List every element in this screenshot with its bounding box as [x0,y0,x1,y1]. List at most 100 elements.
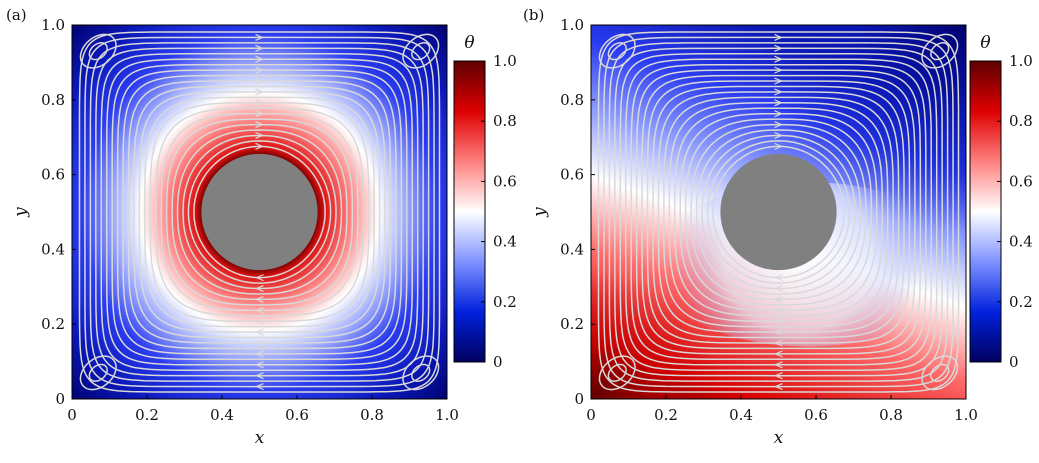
y-tick-label: 0.6 [560,166,584,184]
streamline-arrow [774,142,784,150]
streamline [663,96,894,328]
streamline [138,91,381,333]
streamline [100,53,419,371]
corner-eddy [598,33,636,69]
streamline [78,31,441,393]
streamline-arrow [774,110,784,118]
streamline-arrow [254,339,264,347]
streamline [712,145,845,279]
colorbar-tick-label: 0.2 [493,293,517,311]
streamline [706,140,851,284]
streamline [614,47,943,377]
streamline-arrow [255,55,265,63]
streamline [657,91,900,333]
streamline [652,85,905,339]
streamline-arrow [255,66,265,74]
corner-eddy [79,33,117,69]
corner-eddy [607,363,627,382]
streamline [646,80,911,344]
x-tick-label: 1.0 [954,406,978,424]
x-axis-label: x [774,428,784,448]
streamline [674,107,884,317]
x-tick-label: 0.8 [360,406,384,424]
corner-eddy [921,355,959,391]
streamline-arrow [254,284,264,293]
corner-eddy [88,42,108,61]
streamline-arrow [255,142,265,150]
streamline-arrow [773,295,783,303]
y-tick-label: 0.2 [560,315,584,333]
y-tick-label: 0 [574,390,584,408]
y-axis-label: y [530,207,550,218]
corner-eddy [88,363,108,382]
colorbar-tick-label: 0 [1009,353,1019,371]
plot-frame [71,24,448,400]
streamline [116,69,403,355]
streamline-arrow [255,99,265,107]
x-tick-label: 0.8 [879,406,903,424]
corner-eddy [598,355,636,391]
streamline-arrow [254,328,264,336]
colorbar-tick-label: 0.4 [1009,233,1033,251]
streamline [603,36,954,388]
colorbar-tick-label: 0.2 [1009,293,1033,311]
colorbar-tick-label: 0.8 [1009,112,1033,130]
cylinder [201,153,318,271]
streamline [701,134,856,290]
streamline-arrow [774,131,784,140]
colorbar-tick-label: 1.0 [1009,52,1033,70]
streamline-arrow [254,361,264,369]
streamline [105,58,414,366]
streamline-arrow [255,121,265,129]
streamline [679,112,878,312]
streamline [695,129,862,295]
streamline [89,42,430,382]
y-tick-label: 0.6 [41,166,65,184]
streamline-arrow [255,77,265,85]
streamline [690,123,867,301]
x-axis-label: x [255,428,265,448]
corner-eddy [930,42,950,61]
corner-eddy [79,355,117,391]
streamline-arrow [254,383,264,391]
streamline-arrow [773,306,783,314]
streamline-arrow [254,350,264,358]
y-tick-label: 0.2 [41,315,65,333]
cylinder [720,153,837,271]
streamline [668,102,889,322]
streamlines [597,31,960,393]
streamline [641,74,916,350]
streamline-arrow [774,99,784,107]
corner-eddy [402,355,440,391]
streamlines [78,31,441,393]
streamline-arrow [773,350,783,358]
colorbar-bar [453,60,486,363]
colorbar: 0 0.2 0.4 0.6 0.8 1.0 θ [969,33,1033,371]
colorbar-tick-label: 0.4 [493,233,517,251]
y-tick-label: 0.8 [41,91,65,109]
streamline [624,58,933,366]
streamline-arrow [773,361,783,369]
colorbar-label: θ [464,33,474,53]
streamline-arrow [774,88,784,96]
y-tick-label: 0 [55,390,65,408]
streamline [187,140,332,284]
streamline [608,42,949,382]
panel-label: (a) [6,6,27,24]
streamline-arrow [773,317,783,325]
streamline [684,118,873,306]
streamline [122,74,397,350]
streamline [111,63,408,361]
streamline [155,107,365,317]
x-tick-label: 0.6 [285,406,309,424]
streamline-arrow [255,88,265,96]
streamline [144,96,375,328]
streamline [127,80,392,344]
x-tick-label: 0.2 [135,406,159,424]
streamline [619,53,938,371]
streamline [165,118,354,306]
streamline-arrow [774,44,784,52]
streamline-arrow [773,274,783,282]
y-tick-label: 0.4 [41,240,65,258]
